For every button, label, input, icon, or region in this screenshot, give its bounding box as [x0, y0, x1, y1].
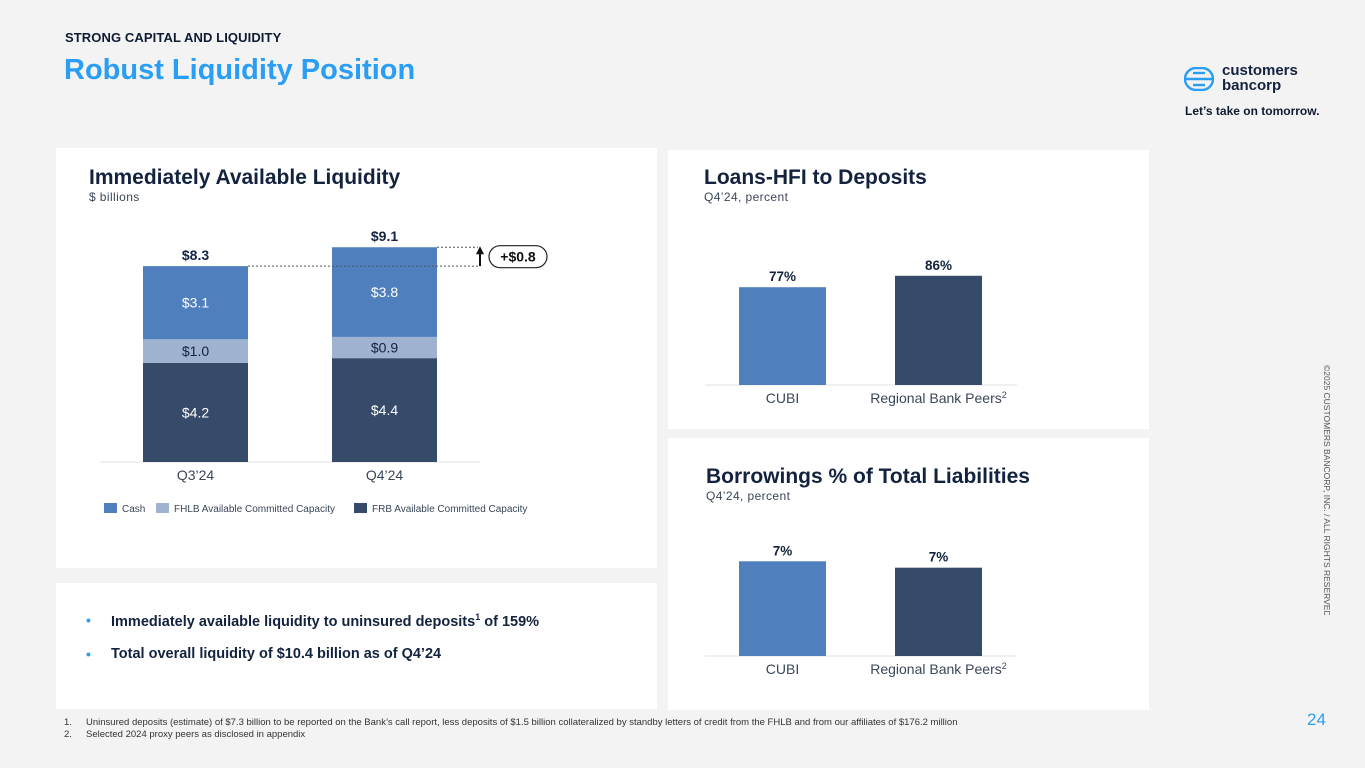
loans-to-deposits-panel: Loans-HFI to Deposits Q4’24, percent 77%…	[668, 150, 1149, 429]
highlight-text: Immediately available liquidity to unins…	[111, 613, 476, 630]
liquidity-panel: Immediately Available Liquidity $ billio…	[56, 148, 657, 568]
footnote-ref: 2	[1002, 390, 1007, 400]
bar-cash	[143, 266, 248, 340]
page-number: 24	[1307, 710, 1326, 729]
copyright-text: ©2025 CUSTOMERS BANCORP, INC. / ALL RIGH…	[1322, 365, 1332, 615]
loans-bar	[739, 287, 826, 385]
loans-panel-title: Loans-HFI to Deposits	[704, 166, 927, 189]
increase-label: +$0.8	[500, 249, 536, 265]
loans-bar	[895, 275, 982, 385]
bar-total-label: $8.3	[182, 247, 209, 263]
borrowings-panel: Borrowings % of Total Liabilities Q4’24,…	[668, 438, 1149, 710]
brand-logo: customers bancorp	[1184, 63, 1329, 97]
loans-category-label: Regional Bank Peers2	[870, 390, 1007, 406]
bar-value-label: $4.2	[182, 404, 209, 420]
highlight-tail: of 159%	[480, 613, 540, 630]
borrowings-value-label: 7%	[773, 543, 793, 558]
highlights-panel	[56, 583, 657, 709]
loans-value-label: 86%	[925, 258, 952, 273]
bullet-dot-icon: •	[86, 646, 91, 662]
highlight-item: • Total overall liquidity of $10.4 billi…	[86, 646, 539, 664]
borrowings-category-label: Regional Bank Peers2	[870, 661, 1007, 677]
legend-swatch	[104, 503, 117, 513]
bar-frb-available-committed-capacity	[143, 362, 248, 462]
highlights-list: • Immediately available liquidity to uni…	[86, 612, 539, 680]
highlight-text: Total overall liquidity of $10.4 billion…	[111, 646, 442, 662]
footnote-ref: 1	[475, 612, 481, 622]
brand-name-line2: bancorp	[1222, 77, 1282, 94]
loans-value-label: 77%	[769, 269, 796, 284]
footnote-ref: 2	[1002, 661, 1007, 671]
bar-value-label: $3.1	[182, 295, 209, 311]
bar-value-label: $3.8	[371, 284, 398, 300]
section-eyebrow: STRONG CAPITAL AND LIQUIDITY	[65, 30, 282, 45]
borrowings-chart: 7% CUBI 7% Regional Bank Peers2	[705, 543, 1017, 677]
footnote-2: 2. Selected 2024 proxy peers as disclosed…	[64, 729, 306, 740]
legend-label: Cash	[122, 504, 145, 515]
bar-value-label: $1.0	[182, 343, 209, 359]
legend-swatch	[156, 503, 169, 513]
borrowings-category-label: CUBI	[766, 661, 799, 677]
bar-fhlb-available-committed-capacity	[143, 339, 248, 363]
brand-name-line1: customers	[1222, 62, 1298, 79]
liquidity-panel-subtitle: $ billions	[89, 190, 140, 204]
loans-panel-subtitle: Q4’24, percent	[704, 190, 789, 204]
brand-tagline: Let’s take on tomorrow.	[1185, 104, 1320, 118]
loans-category-label: CUBI	[766, 390, 799, 406]
borrowings-bar	[739, 561, 826, 656]
liquidity-chart: $4.2 $1.0 $3.1 $8.3 Q3’24 $4.4 $0.9 $3.8 $9.1 Q4’…	[100, 228, 548, 515]
bar-fhlb-available-committed-capacity	[332, 336, 437, 359]
x-tick-label: Q4’24	[366, 467, 404, 483]
liquidity-panel-title: Immediately Available Liquidity	[89, 166, 401, 189]
highlight-item: • Immediately available liquidity to uni…	[86, 612, 539, 630]
increase-pill	[488, 245, 548, 269]
legend-label: FHLB Available Committed Capacity	[174, 504, 335, 515]
bar-value-label: $0.9	[371, 340, 398, 356]
footnotes: 1. Uninsured deposits (estimate) of $7.3 …	[64, 717, 957, 741]
loans-chart: 77% CUBI 86% Regional Bank Peers2	[705, 258, 1017, 406]
bar-cash	[332, 247, 437, 337]
customers-bancorp-logo-icon	[1184, 67, 1214, 91]
bullet-dot-icon: •	[86, 612, 91, 628]
footnote-1: 1. Uninsured deposits (estimate) of $7.3 …	[64, 717, 958, 728]
bar-frb-available-committed-capacity	[332, 358, 437, 462]
bar-total-label: $9.1	[371, 228, 398, 244]
legend-swatch	[354, 503, 367, 513]
x-tick-label: Q3’24	[177, 467, 215, 483]
legend-label: FRB Available Committed Capacity	[372, 504, 527, 515]
copyright-notice: ©2025 CUSTOMERS BANCORP, INC. / ALL RIGH…	[1322, 365, 1332, 615]
bar-value-label: $4.4	[371, 402, 398, 418]
page-title: Robust Liquidity Position	[64, 54, 416, 86]
borrowings-panel-subtitle: Q4’24, percent	[706, 489, 791, 503]
borrowings-value-label: 7%	[929, 550, 949, 565]
up-arrow-head-icon	[476, 246, 484, 255]
borrowings-panel-title: Borrowings % of Total Liabilities	[706, 465, 1030, 488]
borrowings-bar	[895, 567, 982, 656]
